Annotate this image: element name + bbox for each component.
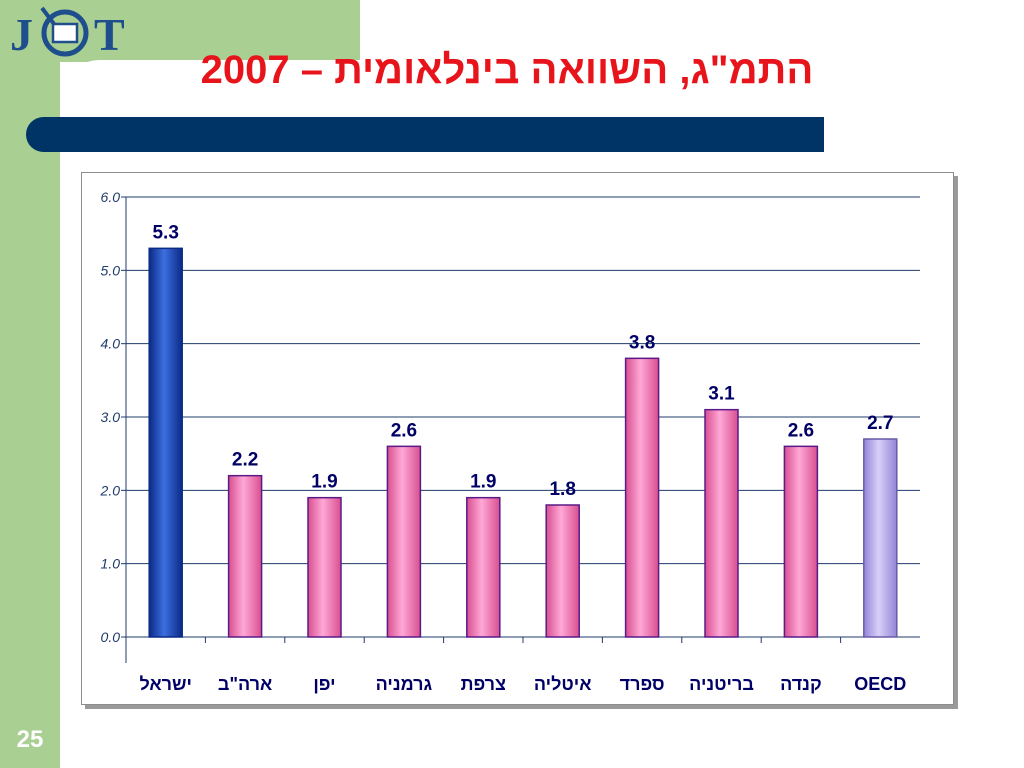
y-tick-label: 0.0 [101, 629, 121, 645]
bar-chart: 0.0 1.0 2.0 3.0 4.0 5.0 6.0 5.3 ישראל 2.2 ארה"ב 1.9… [100, 189, 920, 694]
data-label: 2.2 [232, 450, 258, 471]
bar [624, 357, 660, 638]
page-number: 25 [16, 726, 44, 753]
data-label: 1.9 [470, 472, 496, 493]
y-tick-label: 4.0 [101, 336, 121, 352]
x-tick-label: גרמניה [376, 674, 433, 694]
bar [466, 496, 501, 638]
y-tick-label: 6.0 [101, 189, 121, 205]
data-label: 1.8 [549, 479, 575, 500]
x-tick-label: צרפת [461, 674, 506, 694]
y-tick-label: 5.0 [101, 262, 121, 278]
chart-frame: 0.0 1.0 2.0 3.0 4.0 5.0 6.0 5.3 ישראל 2.2 ארה"ב 1.9… [81, 172, 954, 705]
bar [783, 445, 819, 638]
y-tick-label: 3.0 [101, 409, 121, 425]
y-tick-label: 1.0 [101, 556, 121, 572]
bar [545, 504, 580, 638]
y-tick-label: 2.0 [100, 482, 121, 498]
x-tick-label: ספרד [620, 674, 665, 694]
title-underline-bar [26, 117, 824, 152]
bar [386, 445, 422, 638]
x-tick-label: בריטניה [689, 674, 754, 694]
data-label: 2.6 [391, 420, 417, 441]
data-label: 2.7 [867, 413, 893, 434]
slide-title: התמ"ג, השוואה בינלאומית – 2007 [200, 48, 814, 92]
jct-logo: J T [10, 6, 125, 60]
x-tick-label: יפן [313, 674, 335, 694]
bar [307, 496, 342, 638]
x-tick-label: OECD [854, 674, 906, 694]
bar [227, 474, 263, 638]
bar [863, 438, 898, 638]
data-label: 5.3 [152, 222, 178, 243]
x-tick-label: איטליה [534, 674, 592, 694]
x-tick-label: ארה"ב [218, 674, 272, 694]
svg-text:T: T [94, 9, 125, 60]
left-decor-band [0, 0, 60, 768]
svg-text:J: J [10, 9, 33, 60]
data-label: 3.1 [708, 384, 735, 405]
data-label: 2.6 [788, 420, 814, 441]
x-tick-label: ישראל [139, 674, 192, 694]
data-label: 3.8 [629, 332, 655, 353]
bar [148, 247, 183, 638]
x-tick-label: קנדה [780, 674, 822, 694]
bar [704, 408, 739, 638]
data-label: 1.9 [311, 472, 337, 493]
